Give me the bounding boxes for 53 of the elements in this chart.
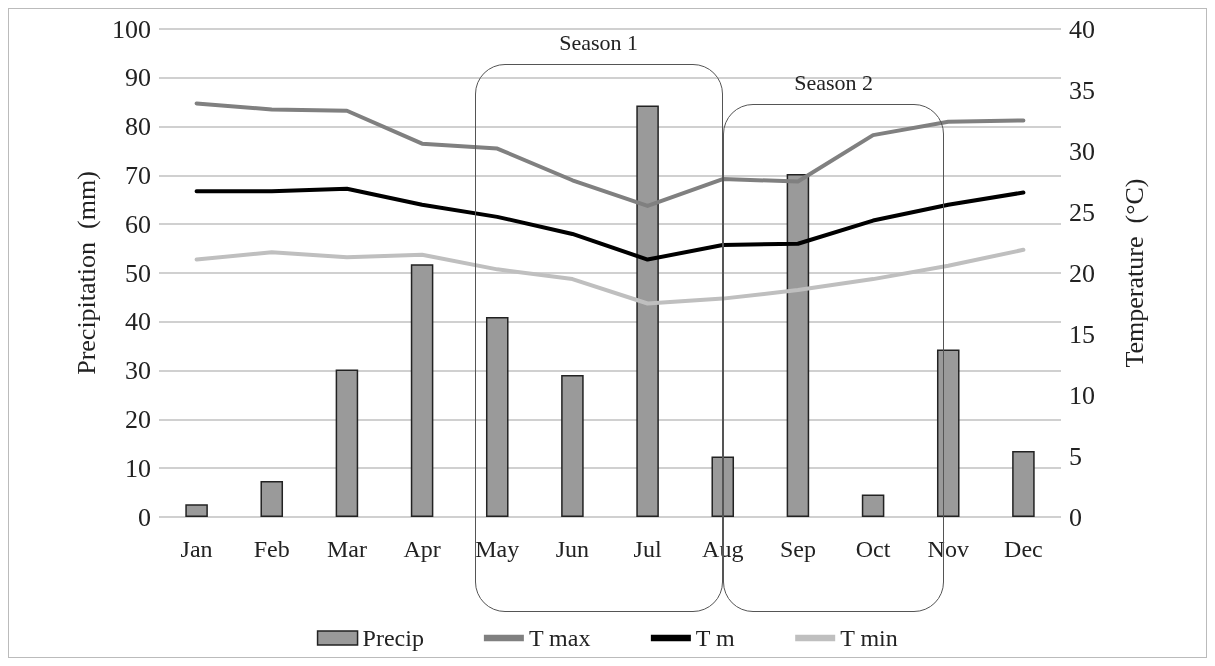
bar (561, 374, 584, 517)
y-axis-title: Precipitation (mm) (71, 171, 101, 375)
y-tick-label: 40 (125, 307, 151, 337)
bar (786, 173, 810, 517)
line-series (194, 247, 1026, 306)
y-tick-label: 90 (125, 63, 151, 93)
bar (335, 369, 359, 517)
bar (410, 264, 434, 517)
legend-label: Precip (362, 625, 424, 651)
y2-tick-label: 0 (1069, 502, 1082, 532)
annotation: Season 2 (793, 70, 875, 96)
annotation: Season 1 (558, 30, 640, 56)
x-tick-label: Jan (180, 536, 213, 562)
x-tick-label: Sep (779, 536, 816, 562)
bar (636, 105, 659, 517)
y-tick-label: 70 (125, 160, 151, 190)
y-tick-label: 100 (112, 14, 151, 44)
x-tick-label: Apr (403, 536, 441, 562)
y-tick-label: 20 (125, 404, 151, 434)
y2-axis-title: Temperature (°C) (1119, 178, 1149, 368)
y-tick-label: 30 (125, 356, 151, 386)
y2-tick-label: 15 (1069, 319, 1095, 349)
x-tick-label: Feb (253, 536, 290, 562)
legend-label: T max (528, 625, 591, 651)
y2-tick-label: 40 (1069, 14, 1095, 44)
bar (1012, 451, 1035, 517)
y2-tick-label: 35 (1069, 75, 1095, 105)
y2-tick-label: 20 (1069, 258, 1095, 288)
bar (861, 494, 885, 517)
legend-label: T min (840, 625, 898, 651)
legend-label: T m (695, 625, 736, 651)
x-tick-label: Mar (326, 536, 367, 562)
x-tick-label: Jun (555, 536, 590, 562)
x-tick-label: Jul (633, 536, 662, 562)
x-tick-label: May (475, 536, 520, 562)
y2-tick-label: 30 (1069, 136, 1095, 166)
bar (260, 480, 284, 517)
x-tick-label: Dec (1004, 536, 1043, 562)
y-tick-label: 0 (138, 502, 151, 532)
y2-tick-label: 25 (1069, 197, 1095, 227)
y-tick-label: 80 (125, 112, 151, 142)
line-series (194, 186, 1026, 262)
y2-tick-label: 5 (1069, 441, 1082, 471)
y-tick-label: 60 (125, 209, 151, 239)
bar (485, 316, 509, 517)
bar (711, 456, 735, 517)
bar (185, 504, 208, 517)
x-tick-label: Oct (855, 536, 891, 562)
y-tick-label: 10 (125, 453, 151, 483)
line-series (194, 101, 1026, 208)
y2-tick-label: 10 (1069, 380, 1095, 410)
bar (936, 349, 960, 517)
y-tick-label: 50 (125, 258, 151, 288)
